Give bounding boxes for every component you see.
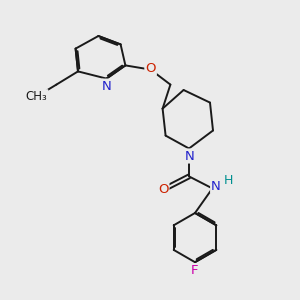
- Text: F: F: [191, 264, 199, 277]
- Text: H: H: [223, 173, 233, 187]
- Text: N: N: [211, 179, 221, 193]
- Text: N: N: [185, 149, 194, 163]
- Text: O: O: [145, 62, 156, 75]
- Text: CH₃: CH₃: [26, 90, 47, 103]
- Text: O: O: [158, 183, 169, 196]
- Text: N: N: [102, 80, 112, 93]
